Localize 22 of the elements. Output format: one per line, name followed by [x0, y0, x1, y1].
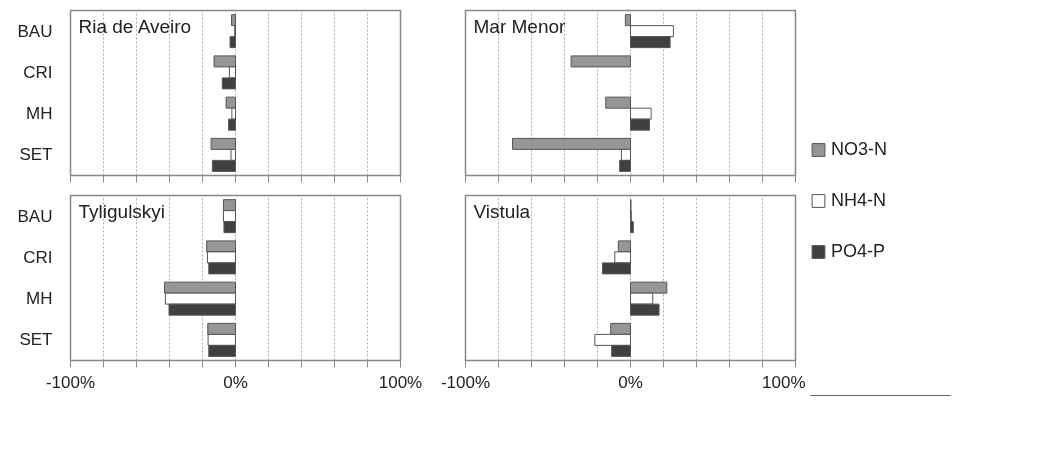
y-tick-label: BAU [17, 206, 53, 226]
x-tick-label: -100% [440, 372, 491, 392]
chart-title: Tyligulskyi [78, 200, 166, 222]
x-tick-label: 100% [762, 372, 806, 392]
x-tick-label: 0% [618, 372, 643, 392]
y-tick-label: CRI [23, 62, 53, 82]
y-tick-label: MH [26, 289, 53, 309]
y-tick-label: BAU [17, 21, 53, 41]
chart-title: Ria de Aveiro [78, 15, 192, 37]
legend-label: NH4-N [831, 189, 887, 211]
chart-title: Mar Menor [473, 15, 567, 37]
y-tick-label: MH [26, 104, 53, 124]
y-tick-label: SET [19, 330, 53, 350]
bar [570, 55, 631, 68]
chart-title: Vistula [473, 200, 531, 222]
y-tick-label: SET [19, 145, 53, 165]
legend-label: NO3-N [831, 138, 888, 160]
x-tick-label: 100% [378, 372, 423, 392]
x-tick-label: 0% [223, 372, 248, 392]
y-tick-label: CRI [23, 247, 53, 267]
legend-label: PO4-P [831, 240, 886, 262]
x-tick-label: -100% [45, 372, 96, 392]
